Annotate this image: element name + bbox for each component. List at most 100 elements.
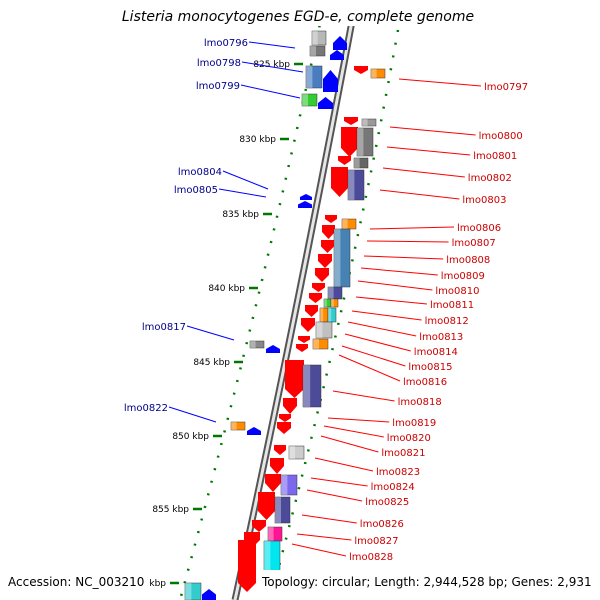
gene-label-right: lmo0815	[408, 362, 452, 373]
gene-label-right: lmo0825	[365, 497, 409, 508]
left-label-leader	[186, 325, 235, 341]
gene-label-right: lmo0813	[419, 332, 463, 343]
gene-box	[288, 445, 305, 460]
left-label-leader	[222, 170, 269, 190]
gene-label-right: lmo0820	[387, 433, 431, 444]
right-label-leader	[360, 267, 438, 276]
forward-gene-arrow	[300, 194, 312, 200]
gene-box	[249, 340, 265, 349]
reverse-gene-arrow	[270, 458, 284, 474]
gene-label-right: lmo0828	[349, 552, 393, 563]
gene-label-right: lmo0818	[398, 397, 442, 408]
reverse-gene-arrow	[258, 492, 275, 520]
backbone-highlight	[233, 0, 358, 600]
reverse-gene-arrow	[322, 225, 335, 239]
map-title: Listeria monocytogenes EGD-e, complete g…	[122, 9, 474, 25]
gene-label-right: lmo0811	[430, 300, 474, 311]
gene-box	[267, 526, 283, 542]
right-label-leader	[369, 226, 455, 230]
reverse-gene-arrow	[252, 520, 266, 532]
gene-box	[312, 338, 329, 350]
kbp-tick-label: 830 kbp	[239, 135, 276, 145]
gene-label-left: lmo0799	[196, 81, 240, 92]
gene-label-right: lmo0819	[392, 418, 436, 429]
gene-box	[370, 68, 386, 79]
gene-label-left: lmo0817	[142, 322, 186, 333]
gene-box	[184, 582, 202, 600]
gene-box	[311, 30, 327, 46]
gene-box	[230, 421, 246, 431]
reverse-gene-arrow	[338, 156, 351, 165]
right-label-leader	[341, 345, 406, 367]
right-label-leader	[338, 354, 401, 382]
reverse-gene-arrow	[285, 360, 304, 398]
right-label-leader	[366, 240, 449, 243]
forward-gene-arrow	[318, 97, 333, 109]
right-label-leader	[382, 167, 465, 178]
reverse-gene-arrow	[283, 398, 297, 414]
gene-label-left: lmo0796	[204, 38, 248, 49]
reverse-gene-arrow	[318, 254, 332, 268]
accession-text: Accession: NC_003210	[8, 575, 144, 589]
right-gene-labels: lmo0797 lmo0800 lmo0801 lmo0802 lmo0803 lmo08…	[291, 78, 528, 563]
forward-gene-arrow	[333, 36, 347, 50]
right-label-leader	[320, 435, 379, 453]
forward-gene-arrow	[247, 427, 261, 435]
gene-box	[302, 364, 322, 408]
forward-gene-arrow	[202, 589, 216, 600]
reverse-gene-arrow	[274, 445, 286, 455]
kbp-tick-label: 855 kbp	[152, 505, 189, 515]
reverse-gene-arrow	[315, 268, 329, 282]
right-label-leader	[301, 514, 357, 524]
gene-label-right: lmo0812	[425, 316, 469, 327]
left-label-leader	[218, 188, 267, 198]
gene-box	[356, 127, 374, 157]
gene-box	[305, 65, 323, 89]
reverse-gene-arrow	[279, 414, 291, 422]
gene-box	[347, 169, 365, 201]
gene-label-right: lmo0821	[381, 448, 425, 459]
gene-box	[353, 157, 369, 169]
gene-box	[327, 307, 337, 323]
reverse-gene-arrow	[325, 215, 337, 223]
reverse-gene-arrow	[298, 336, 310, 343]
reverse-gene-arrow	[312, 283, 325, 292]
right-label-leader	[332, 390, 395, 402]
right-label-leader	[344, 333, 411, 352]
forward-gene-arrow	[323, 70, 338, 92]
gene-box	[315, 321, 333, 339]
right-label-leader	[310, 477, 368, 487]
left-label-leader	[168, 406, 217, 423]
gene-box	[274, 496, 291, 524]
left-label-leader	[241, 61, 304, 73]
gene-label-right: lmo0827	[354, 536, 398, 547]
right-label-leader	[296, 533, 352, 541]
gene-label-left: lmo0804	[178, 167, 222, 178]
gene-box	[333, 228, 351, 288]
kbp-tick-label: 850 kbp	[172, 432, 209, 442]
reverse-gene-arrow	[277, 422, 291, 434]
gene-label-right: lmo0809	[441, 271, 485, 282]
right-label-leader	[355, 296, 428, 305]
gene-label-right: lmo0806	[457, 223, 501, 234]
gene-label-right: lmo0826	[360, 519, 404, 530]
reverse-gene-arrow	[321, 240, 334, 253]
gene-label-right: lmo0823	[376, 467, 420, 478]
inner-tick-ring	[268, 29, 400, 600]
gene-label-right: lmo0814	[414, 347, 458, 358]
gene-box	[341, 218, 357, 230]
left-gene-labels: lmo0796 lmo0798 lmo0799 lmo0804 lmo0805 lmo08…	[124, 38, 304, 423]
topology-backdrop	[258, 570, 600, 600]
right-label-leader	[314, 457, 374, 472]
title-backdrop	[0, 0, 600, 26]
gene-label-right: lmo0800	[479, 131, 523, 142]
right-label-leader	[386, 146, 471, 156]
gene-label-left: lmo0798	[197, 58, 241, 69]
gene-label-right: lmo0808	[446, 255, 490, 266]
right-label-leader	[363, 255, 444, 260]
gene-box	[323, 298, 332, 308]
kbp-tick-label: 825 kbp	[253, 60, 290, 70]
right-label-leader	[347, 321, 417, 337]
right-label-leader	[351, 310, 422, 321]
